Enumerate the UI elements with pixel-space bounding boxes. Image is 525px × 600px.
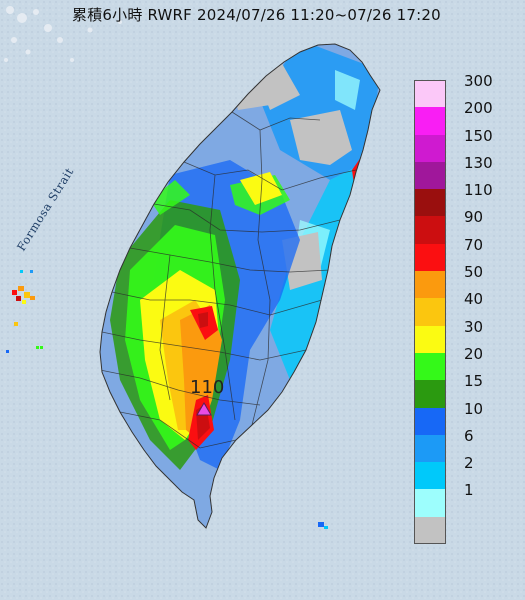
legend-row: 30 xyxy=(414,318,524,353)
legend-label: 2 xyxy=(464,454,474,473)
legend-label: 20 xyxy=(464,344,484,363)
legend-row: 200 xyxy=(414,99,524,135)
legend-row: 10 xyxy=(414,400,524,435)
peak-triangle-icon xyxy=(196,402,212,416)
legend-swatch xyxy=(414,489,446,517)
legend-row: 15 xyxy=(414,372,524,408)
legend-swatch xyxy=(414,407,446,435)
legend-swatch xyxy=(414,80,446,108)
legend-label: 110 xyxy=(464,181,493,200)
legend-swatch xyxy=(414,243,446,272)
legend-swatch xyxy=(414,462,446,490)
legend-row: 6 xyxy=(414,427,524,463)
legend-row: 70 xyxy=(414,236,524,272)
legend-swatch xyxy=(414,298,446,326)
sea-speckles xyxy=(4,6,122,62)
legend-label: 15 xyxy=(464,372,484,391)
legend-row: 90 xyxy=(414,208,524,244)
legend-label: 300 xyxy=(464,72,493,90)
legend-row xyxy=(414,516,524,545)
legend-swatch xyxy=(414,271,446,299)
legend-swatch xyxy=(414,516,446,545)
rain-gray-northeast xyxy=(230,60,352,290)
legend-swatch xyxy=(414,134,446,162)
legend-row: 110 xyxy=(414,181,524,217)
rainfall-legend: 300 200 150 130 110 90 70 50 40 30 20 15 10 6 2 1 xyxy=(414,72,524,545)
legend-row: 150 xyxy=(414,127,524,162)
legend-swatch xyxy=(414,107,446,135)
legend-swatch xyxy=(414,380,446,408)
legend-row: 20 xyxy=(414,345,524,381)
legend-label: 40 xyxy=(464,290,484,309)
map-title: 累積6小時 RWRF 2024/07/26 11:20~07/26 17:20 xyxy=(72,6,441,24)
legend-row: 1 xyxy=(414,481,524,517)
legend-label: 70 xyxy=(464,235,484,254)
legend-label: 30 xyxy=(464,317,484,336)
legend-label: 10 xyxy=(464,399,484,418)
offshore-echo-cluster xyxy=(6,270,328,529)
legend-swatch xyxy=(414,352,446,381)
legend-swatch xyxy=(414,434,446,463)
legend-swatch xyxy=(414,216,446,244)
legend-swatch xyxy=(414,189,446,217)
legend-label: 150 xyxy=(464,126,493,145)
legend-row: 50 xyxy=(414,263,524,299)
legend-label: 90 xyxy=(464,208,484,227)
legend-row: 40 xyxy=(414,290,524,326)
legend-row: 300 xyxy=(414,72,524,108)
legend-label: 6 xyxy=(464,426,474,445)
legend-label: 130 xyxy=(464,153,493,172)
legend-label: 50 xyxy=(464,263,484,282)
rain-50mm xyxy=(180,305,222,440)
legend-row: 130 xyxy=(414,154,524,190)
legend-label: 200 xyxy=(464,99,493,118)
county-boundaries xyxy=(100,111,357,449)
peak-value-label: 110 xyxy=(190,377,225,398)
legend-label: 1 xyxy=(464,481,474,500)
legend-swatch xyxy=(414,161,446,190)
legend-row: 2 xyxy=(414,454,524,490)
legend-swatch xyxy=(414,325,446,353)
